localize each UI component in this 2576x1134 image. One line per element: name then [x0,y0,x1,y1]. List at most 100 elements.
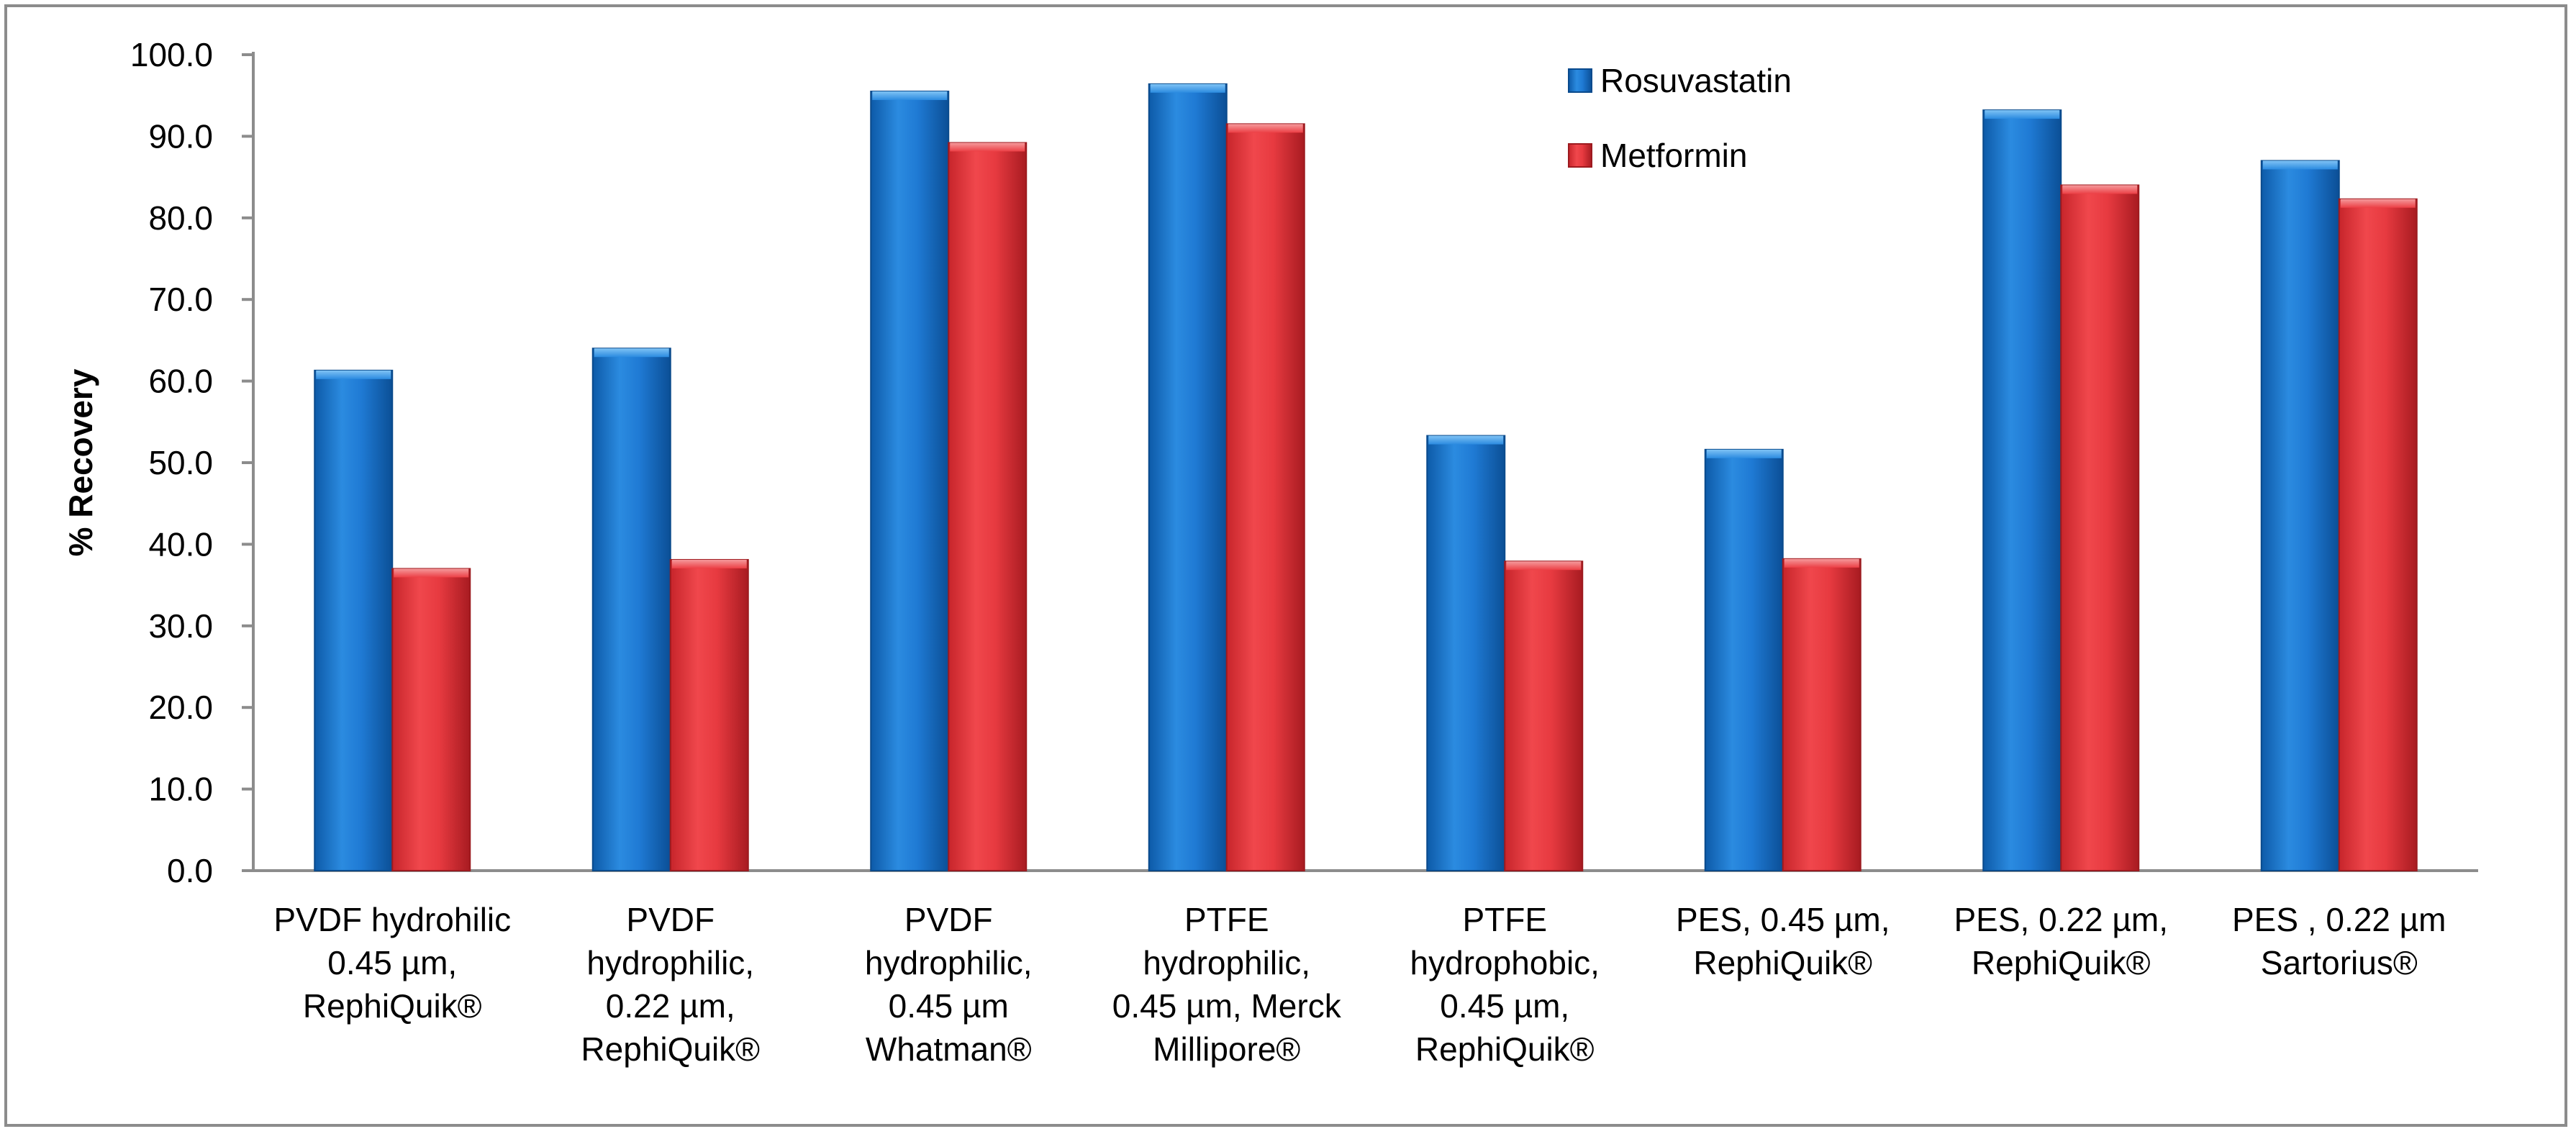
x-category-label: PES, 0.45 µm, RephiQuik® [1676,901,1890,981]
x-category-label-line: 0.45 µm, [1440,987,1569,1025]
bar-metformin-0 [391,568,471,871]
bar-top [1150,83,1225,93]
x-category-label-line: PTFE [1184,901,1269,938]
bar-top [394,568,469,578]
x-category-label-line: 0.22 µm, [606,987,735,1025]
bar-body [2260,160,2340,872]
x-category-label-line: hydrophilic, [1143,944,1310,981]
legend-swatch [1568,143,1592,168]
x-category-label: PTFE hydrophobic, 0.45 µm, RephiQuik® [1410,901,1600,1068]
bar-body [591,348,671,871]
bar-rosuvastatin-3 [1148,83,1228,872]
bar-metformin-3 [1225,123,1305,871]
bar-top [950,142,1025,152]
x-category-label-line: RephiQuik® [1693,944,1872,981]
x-category-label-line: hydrophobic, [1410,944,1600,981]
x-category-label-line: 0.45 µm, Merck [1112,987,1342,1025]
y-tick-label: 80.0 [148,199,213,237]
x-category-label-line: PVDF [904,901,993,938]
bar-top [316,370,391,379]
x-category-label-line: hydrophilic, [865,944,1033,981]
legend-item-metformin: Metformin [1568,137,1747,174]
x-category-label: PTFE hydrophilic, 0.45 µm, Merck Millipore® [1112,901,1342,1068]
bar-top [1506,561,1582,571]
bar-top [1784,558,1859,568]
bar-body [2060,184,2140,871]
x-category-label-line: PVDF hydrohilic [273,901,511,938]
y-axis-title: % Recovery [62,368,99,556]
bar-metformin-1 [669,558,749,871]
bar-body [1704,448,1784,871]
legend-item-rosuvastatin: Rosuvastatin [1568,62,1792,99]
x-category-label-line: Millipore® [1153,1030,1300,1068]
bar-top [1228,124,1303,133]
bar-metformin-5 [1782,558,1861,871]
bar-body [1782,558,1861,871]
bar-rosuvastatin-2 [870,91,950,871]
x-category-label-line: RephiQuik® [1972,944,2151,981]
bar-rosuvastatin-4 [1426,435,1506,871]
legend-label: Metformin [1600,137,1747,174]
bar-top [2262,160,2338,170]
y-tick-label: 50.0 [148,444,213,481]
x-category-label-line: PES , 0.22 µm [2232,901,2446,938]
bar-top [594,348,669,358]
bar-rosuvastatin-5 [1704,448,1784,871]
x-category-label: PES, 0.22 µm, RephiQuik® [1954,901,2168,981]
labels: 0.0 10.0 20.0 30.0 40.0 50.0 60.0 70.0 80.0 90.0 1… [62,36,2446,1068]
y-tick-label: 70.0 [148,281,213,318]
bar-body [1504,561,1584,871]
bar-top [872,91,948,101]
bar-rosuvastatin-1 [591,348,671,871]
x-category-label-line: PTFE [1462,901,1547,938]
bar-metformin-4 [1504,561,1584,871]
x-category-label-line: hydrophilic, [586,944,754,981]
x-category-label-line: 0.45 µm [889,987,1009,1025]
x-category-label: PVDF hydrohilic 0.45 µm, RephiQuik® [273,901,511,1025]
y-tick-label: 100.0 [130,36,213,73]
bars [314,83,2418,872]
bar-body [870,91,950,871]
legend: Rosuvastatin Metformin [1568,62,1792,174]
bar-top [2340,199,2416,208]
bar-body [1148,83,1228,872]
legend-swatch [1568,68,1592,93]
x-category-label: PVDF hydrophilic, 0.22 µm, RephiQuik® [581,901,760,1068]
bar-body [391,568,471,871]
bar-top [1706,449,1782,458]
bar-body [2338,198,2418,871]
x-category-label-line: Sartorius® [2261,944,2418,981]
y-tick-label: 90.0 [148,117,213,155]
bar-top [1985,110,2060,119]
bar-body [314,369,394,871]
y-tick-label: 0.0 [167,852,213,889]
bar-body [1982,109,2062,871]
bar-body [1426,435,1506,871]
y-tick-label: 60.0 [148,363,213,400]
bar-metformin-6 [2060,184,2140,871]
bar-rosuvastatin-0 [314,369,394,871]
bar-top [671,559,747,568]
x-category-label-line: PES, 0.45 µm, [1676,901,1890,938]
axes [242,52,2478,872]
bar-rosuvastatin-7 [2260,160,2340,872]
y-tick-label: 40.0 [148,525,213,563]
x-category-label-line: PES, 0.22 µm, [1954,901,2168,938]
x-category-label-line: RephiQuik® [581,1030,760,1068]
x-category-label: PVDF hydrophilic, 0.45 µm Whatman® [865,901,1033,1068]
x-category-label-line: PVDF [626,901,715,938]
y-tick-label: 30.0 [148,607,213,645]
y-tick-label: 10.0 [148,771,213,808]
x-category-label-line: RephiQuik® [1415,1030,1595,1068]
bar-metformin-2 [948,142,1028,872]
bar-body [948,142,1028,872]
bar-rosuvastatin-6 [1982,109,2062,871]
bar-top [2062,185,2138,194]
bar-body [669,558,749,871]
y-tick-label: 20.0 [148,689,213,726]
x-category-label-line: RephiQuik® [303,987,482,1025]
bar-body [1225,123,1305,871]
bar-top [1428,435,1504,445]
